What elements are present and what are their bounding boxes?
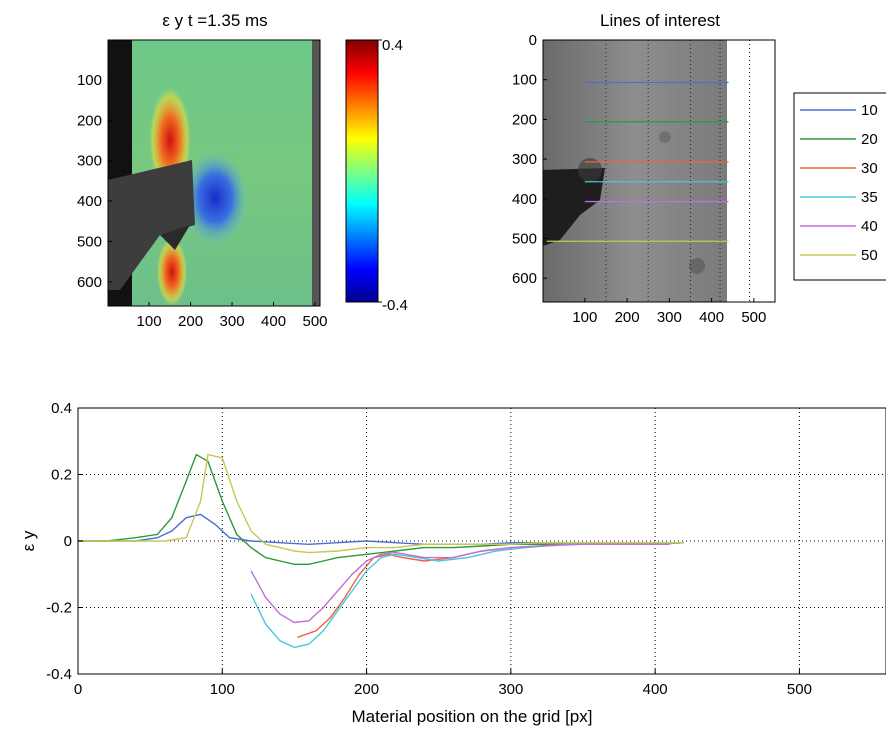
y-tick-label: 400	[512, 191, 537, 208]
series-line-50	[78, 453, 684, 554]
legend-label: 35	[861, 189, 878, 206]
x-tick-label: 200	[354, 681, 379, 698]
y-tick-label: 500	[512, 230, 537, 247]
series-line-20	[78, 453, 685, 565]
x-tick-label: 0	[74, 681, 82, 698]
legend-item-30: 30	[800, 160, 878, 177]
y-tick-label: 600	[512, 270, 537, 287]
x-axis-label: Material position on the grid [px]	[352, 707, 593, 726]
y-tick-label: 600	[77, 274, 102, 291]
x-tick-label: 400	[643, 681, 668, 698]
x-tick-label: 400	[261, 313, 286, 330]
strain-map-x-ticks: 100 200 300 400 500	[137, 302, 328, 330]
x-tick-label: 300	[657, 309, 682, 326]
legend: 10 20 30 35 40 50	[793, 92, 886, 281]
x-tick-label: 500	[303, 313, 328, 330]
lines-of-interest-panel: Lines of interest 0 100 200 300 400 500 600 10…	[512, 11, 886, 326]
legend-item-20: 20	[800, 131, 878, 148]
strain-map-panel: ε y t =1.35 ms 100 200 300 400 500 600 100 200…	[77, 11, 408, 330]
y-tick-label: -0.4	[46, 666, 72, 683]
x-tick-label: 500	[787, 681, 812, 698]
x-tick-label: 100	[572, 309, 597, 326]
legend-label: 20	[861, 131, 878, 148]
x-tick-label: 400	[699, 309, 724, 326]
y-tick-label: 100	[512, 72, 537, 89]
strain-map-image	[108, 40, 320, 308]
x-tick-label: 300	[498, 681, 523, 698]
y-axis-label: ε y	[19, 530, 38, 551]
legend-label: 50	[861, 247, 878, 264]
legend-label: 10	[861, 102, 878, 119]
profile-plot-panel: -0.4 -0.2 0 0.2 0.4 0 100 200 300 400 500 Materia…	[19, 400, 886, 726]
y-tick-label: -0.2	[46, 600, 72, 617]
lines-of-interest-title: Lines of interest	[600, 11, 720, 30]
lines-x-ticks: 100 200 300 400 500	[572, 298, 766, 326]
y-tick-label: 0	[64, 533, 72, 550]
y-tick-label: 500	[77, 233, 102, 250]
series	[78, 453, 685, 649]
legend-item-10: 10	[800, 102, 878, 119]
specimen-image	[543, 40, 775, 302]
y-tick-label: 300	[512, 151, 537, 168]
x-tick-label: 500	[741, 309, 766, 326]
x-tick-label: 100	[210, 681, 235, 698]
x-tick-label: 200	[615, 309, 640, 326]
colorbar	[345, 39, 379, 303]
y-tick-label: 100	[77, 72, 102, 89]
y-tick-label: 0.4	[51, 400, 72, 417]
legend-label: 30	[861, 160, 878, 177]
y-tick-label: 200	[512, 111, 537, 128]
y-tick-label: 200	[77, 112, 102, 129]
colorbar-max-label: 0.4	[382, 37, 403, 54]
strain-map-y-ticks: 100 200 300 400 500 600	[77, 72, 112, 291]
series-line-40	[250, 543, 670, 624]
lines-y-ticks: 0 100 200 300 400 500 600	[512, 32, 547, 287]
grid	[78, 408, 886, 674]
legend-item-35: 35	[800, 189, 878, 206]
legend-item-50: 50	[800, 247, 878, 264]
profile-y-ticks: -0.4 -0.2 0 0.2 0.4	[46, 400, 83, 683]
y-tick-label: 300	[77, 153, 102, 170]
x-tick-label: 300	[220, 313, 245, 330]
legend-item-40: 40	[800, 218, 878, 235]
profile-x-ticks: 0 100 200 300 400 500	[74, 669, 812, 698]
y-tick-label: 400	[77, 193, 102, 210]
x-tick-label: 200	[178, 313, 203, 330]
strain-map-title: ε y t =1.35 ms	[162, 11, 267, 30]
legend-label: 40	[861, 218, 878, 235]
y-tick-label: 0.2	[51, 467, 72, 484]
x-tick-label: 100	[137, 313, 162, 330]
interest-lines	[546, 81, 729, 242]
y-tick-label: 0	[529, 32, 537, 49]
colorbar-min-label: -0.4	[382, 297, 408, 314]
